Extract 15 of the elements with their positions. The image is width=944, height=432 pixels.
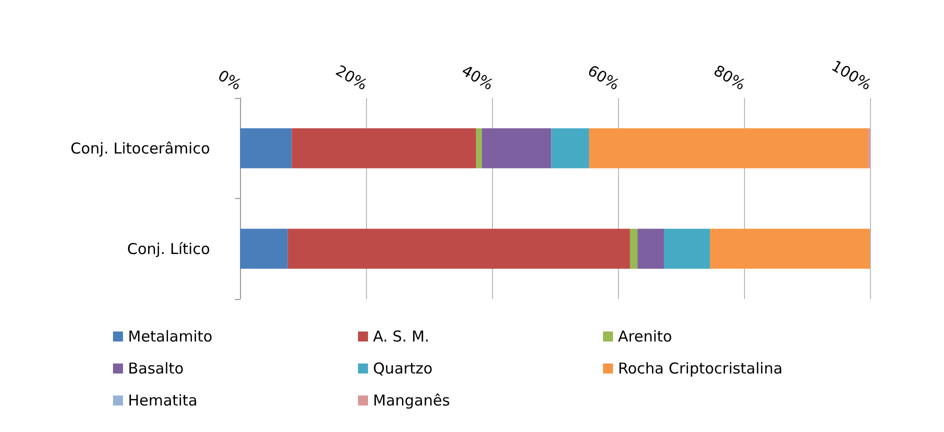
y-tick-label: Conj. Lítico: [127, 240, 210, 258]
legend-label: Basalto: [128, 360, 184, 378]
y-tick-label: Conj. Litocerâmico: [70, 139, 210, 158]
x-tick-label: 40%: [458, 62, 496, 94]
legend-label: Hematita: [128, 392, 198, 410]
x-tick-label: 60%: [584, 62, 622, 94]
x-tick-label: 80%: [710, 62, 748, 94]
legend-label: Metalamito: [128, 328, 212, 346]
x-tick-label: 20%: [332, 62, 370, 94]
legend-label: Quartzo: [373, 360, 433, 378]
legend-label: Rocha Criptocristalina: [618, 360, 783, 378]
legend-label: Arenito: [618, 328, 672, 346]
legend-label: A. S. M.: [373, 328, 430, 346]
legend-label: Manganês: [373, 392, 450, 410]
x-tick-label: 0%: [214, 66, 244, 94]
